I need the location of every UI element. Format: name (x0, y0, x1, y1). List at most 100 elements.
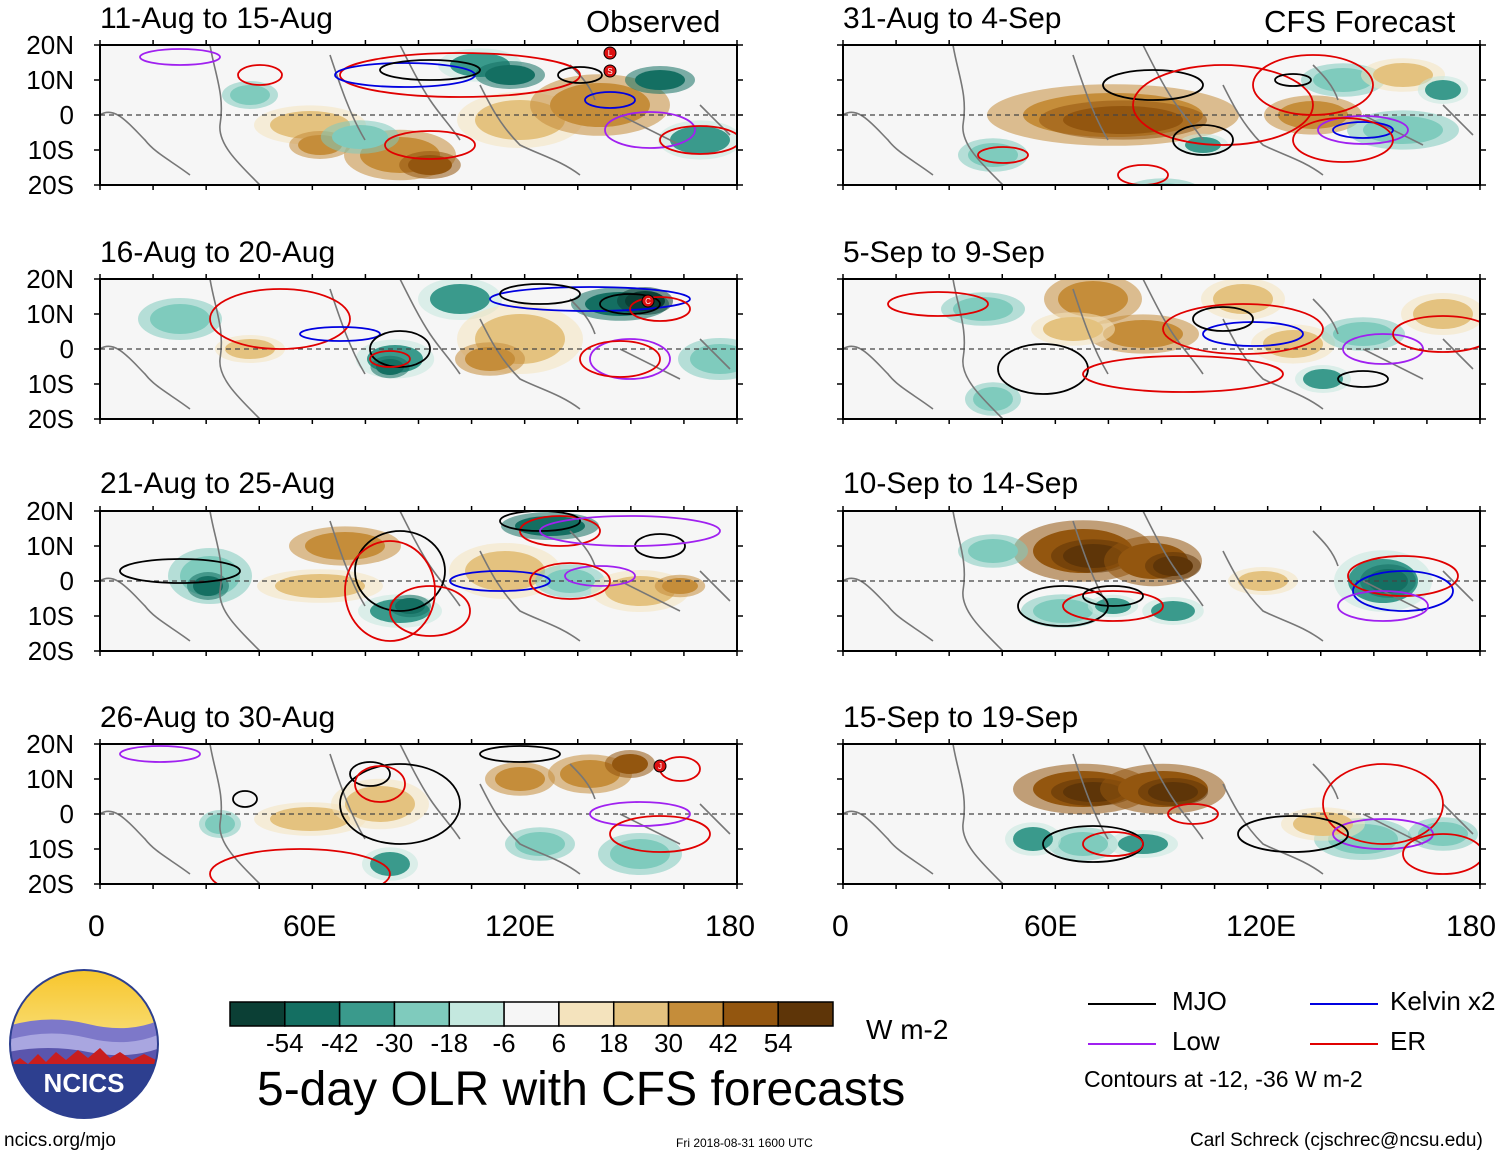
logo-text: NCICS (44, 1068, 125, 1098)
olr-anomaly (670, 126, 730, 154)
panel-title-7: 10-Sep to 14-Sep (843, 467, 1079, 500)
lat-label: 10N (26, 299, 74, 329)
lat-label: 20N (26, 264, 74, 294)
colorbar-label: -18 (430, 1028, 469, 1058)
olr-anomaly (1063, 106, 1183, 134)
colorbar-swatch (448, 1001, 505, 1027)
lat-label: 20S (27, 404, 74, 434)
olr-anomaly (1413, 299, 1473, 329)
legend-item-mjo: MJO (1084, 986, 1254, 1022)
olr-anomaly (465, 347, 515, 371)
map-panel-p6 (837, 274, 1486, 424)
colorbar-swatch (393, 1001, 451, 1027)
lat-label: 20N (26, 496, 74, 526)
colorbar (229, 1001, 834, 1027)
olr-anomaly (345, 786, 415, 822)
wave-contour (499, 283, 581, 305)
lat-label: 20N (26, 729, 74, 759)
lat-label: 20S (27, 170, 74, 200)
map-panel-p7 (837, 506, 1486, 656)
olr-anomaly (230, 85, 270, 105)
olr-field: C (100, 279, 737, 419)
olr-anomaly (1313, 68, 1373, 92)
coastline (100, 744, 731, 884)
colorbar-label: -54 (266, 1028, 304, 1058)
olr-anomaly-halo (772, 111, 828, 139)
legend: MJO Kelvin x2 Low ER Contours at -12, -3… (1084, 986, 1504, 1096)
colorbar-unit: W m-2 (866, 1014, 949, 1045)
lat-label: 20S (27, 869, 74, 899)
colorbar-swatch (777, 1001, 834, 1027)
wave-contour (349, 761, 391, 787)
lat-label: 20N (26, 30, 74, 60)
wave-contour (1292, 117, 1394, 163)
wave-contour (1167, 803, 1219, 825)
olr-anomaly (662, 578, 698, 594)
wave-contour (564, 565, 636, 587)
wave-contour (384, 130, 476, 160)
legend-item-low: Low (1084, 1026, 1254, 1062)
wave-contour (1172, 124, 1234, 156)
wave-contour (1347, 555, 1459, 597)
colorbar-swatch (612, 1001, 670, 1027)
colorbar-label: 18 (599, 1028, 629, 1058)
lat-label: 10N (26, 65, 74, 95)
storm-marker-letter: C (645, 297, 651, 306)
olr-anomaly (1148, 782, 1198, 802)
lat-labels-row-2: 20N 10N 0 10S 20S (10, 262, 74, 437)
legend-line-er (1310, 1043, 1378, 1045)
olr-anomaly (1425, 80, 1461, 100)
olr-field (843, 279, 1480, 419)
panel-title-6: 5-Sep to 9-Sep (843, 236, 1045, 269)
footer-timestamp: Fri 2018-08-31 1600 UTC (676, 1136, 813, 1150)
wave-contour (344, 540, 436, 642)
olr-anomaly (780, 115, 820, 135)
olr-anomaly (275, 574, 365, 598)
wave-contour (339, 52, 581, 98)
olr-anomaly (515, 832, 565, 856)
wave-contour (977, 146, 1029, 164)
coastline (843, 744, 1474, 884)
olr-anomaly (1263, 330, 1323, 358)
wave-contour (1332, 121, 1394, 139)
wave-contour (604, 111, 696, 149)
olr-anomaly (332, 125, 388, 149)
wave-contour (589, 338, 671, 380)
olr-anomaly (193, 576, 223, 596)
wave-contour (519, 515, 601, 547)
wave-contour (369, 330, 431, 368)
wave-contour (299, 326, 381, 342)
wave-contour (589, 801, 691, 827)
lat-label: 10S (27, 369, 74, 399)
wave-contour (1237, 815, 1349, 853)
panel-title-1: 11-Aug to 15-Aug (100, 2, 333, 35)
lon-label-60e-right: 60E (1024, 910, 1078, 943)
olr-anomaly (690, 344, 737, 374)
map-panel-p1: LS (94, 40, 828, 190)
wave-contour (389, 585, 471, 637)
wave-contour (584, 91, 636, 109)
colorbar-label: 42 (708, 1028, 738, 1058)
wave-contour (139, 48, 221, 66)
wave-contour (119, 558, 241, 584)
footer-url[interactable]: ncics.org/mjo (4, 1130, 116, 1151)
lat-label: 0 (59, 100, 74, 130)
storm-marker-letter: S (607, 67, 612, 76)
panel-title-4: 26-Aug to 30-Aug (100, 701, 336, 734)
olr-field (843, 511, 1480, 651)
lat-labels-row-4: 20N 10N 0 10S 20S (10, 727, 74, 902)
wave-contour (232, 790, 258, 808)
lon-label-0-right: 0 (832, 910, 849, 943)
wave-contour (1352, 570, 1454, 612)
olr-field (100, 511, 737, 651)
legend-line-mjo (1088, 1003, 1156, 1005)
lat-label: 10N (26, 531, 74, 561)
olr-anomaly (1303, 369, 1343, 389)
wave-contour (1322, 763, 1444, 845)
panel-title-2: 16-Aug to 20-Aug (100, 236, 336, 269)
ncics-logo: NCICS (9, 969, 159, 1119)
legend-label-er: ER (1390, 1026, 1427, 1056)
lon-label-0-left: 0 (88, 910, 105, 943)
colorbar-label: 54 (763, 1028, 793, 1058)
wave-contour (1162, 303, 1324, 355)
